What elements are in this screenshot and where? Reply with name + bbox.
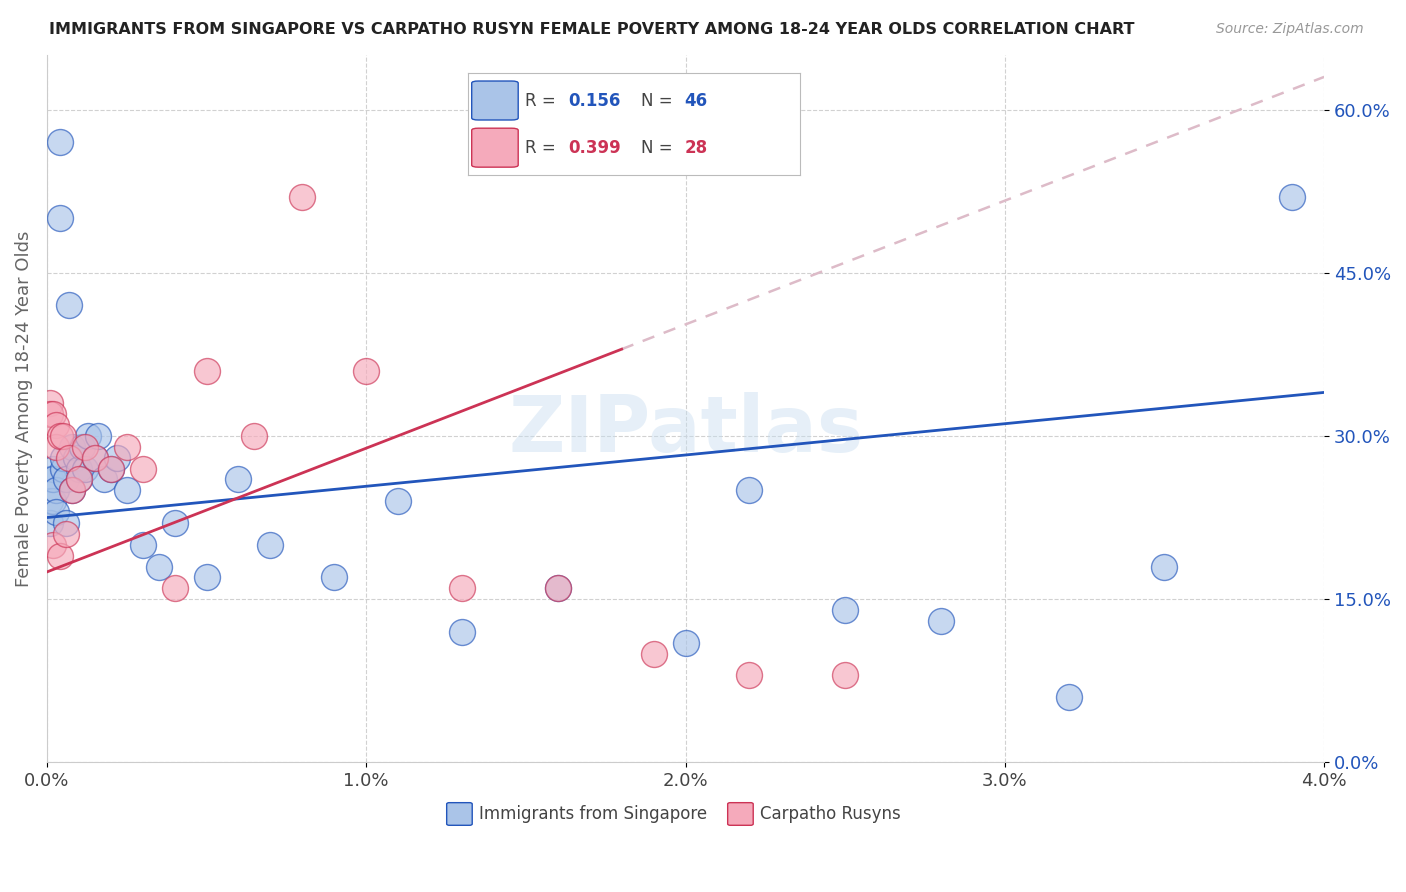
Point [195,364,218,378]
Point [62,483,84,498]
Point [387,494,409,508]
Point [131,538,153,552]
Point [48,135,70,149]
Point [67,473,90,487]
Point [65,450,87,465]
Text: Immigrants from Singapore: Immigrants from Singapore [478,805,707,823]
Point [62,483,84,498]
Point [105,450,128,465]
Point [1281,189,1303,203]
Point [738,483,761,498]
Point [115,483,138,498]
Point [75,461,97,475]
Point [48,549,70,563]
Point [39,494,62,508]
Point [39,396,62,410]
Point [451,624,474,639]
Point [55,516,77,530]
Point [547,581,569,595]
Point [834,603,856,617]
Point [243,429,266,443]
Point [45,418,67,433]
Point [42,407,65,421]
Point [75,440,97,454]
Point [42,461,65,475]
Text: ZIPatlas: ZIPatlas [508,392,863,468]
Text: IMMIGRANTS FROM SINGAPORE VS CARPATHO RUSYN FEMALE POVERTY AMONG 18-24 YEAR OLDS: IMMIGRANTS FROM SINGAPORE VS CARPATHO RU… [49,22,1135,37]
Point [48,429,70,443]
Point [52,461,75,475]
Point [67,461,90,475]
Point [643,647,665,661]
Point [738,668,761,682]
Point [52,429,75,443]
Point [45,505,67,519]
Y-axis label: Female Poverty Among 18-24 Year Olds: Female Poverty Among 18-24 Year Olds [15,230,32,587]
Point [42,538,65,552]
Point [291,189,314,203]
Point [67,473,90,487]
Point [834,668,856,682]
Point [163,581,186,595]
Point [195,570,218,584]
Point [83,450,105,465]
Point [451,581,474,595]
Point [45,440,67,454]
Point [148,559,170,574]
Text: Source: ZipAtlas.com: Source: ZipAtlas.com [1216,22,1364,37]
Point [131,461,153,475]
Point [115,440,138,454]
Point [77,429,100,443]
FancyBboxPatch shape [447,803,472,825]
Point [675,635,697,649]
Point [259,538,281,552]
Point [70,440,93,454]
Point [163,516,186,530]
Point [42,473,65,487]
Point [100,461,122,475]
Point [39,516,62,530]
Point [55,527,77,541]
Point [228,473,250,487]
Point [42,494,65,508]
Point [45,483,67,498]
Text: Carpatho Rusyns: Carpatho Rusyns [759,805,900,823]
Point [52,450,75,465]
Point [48,211,70,226]
Point [1057,690,1080,704]
Point [323,570,346,584]
Point [93,473,115,487]
Point [39,473,62,487]
Point [58,298,80,312]
Point [87,429,110,443]
Point [929,614,952,628]
Point [62,440,84,454]
Point [55,473,77,487]
Point [1153,559,1175,574]
Point [39,407,62,421]
Point [547,581,569,595]
Point [354,364,377,378]
FancyBboxPatch shape [728,803,754,825]
Point [100,461,122,475]
Point [83,450,105,465]
Point [58,450,80,465]
